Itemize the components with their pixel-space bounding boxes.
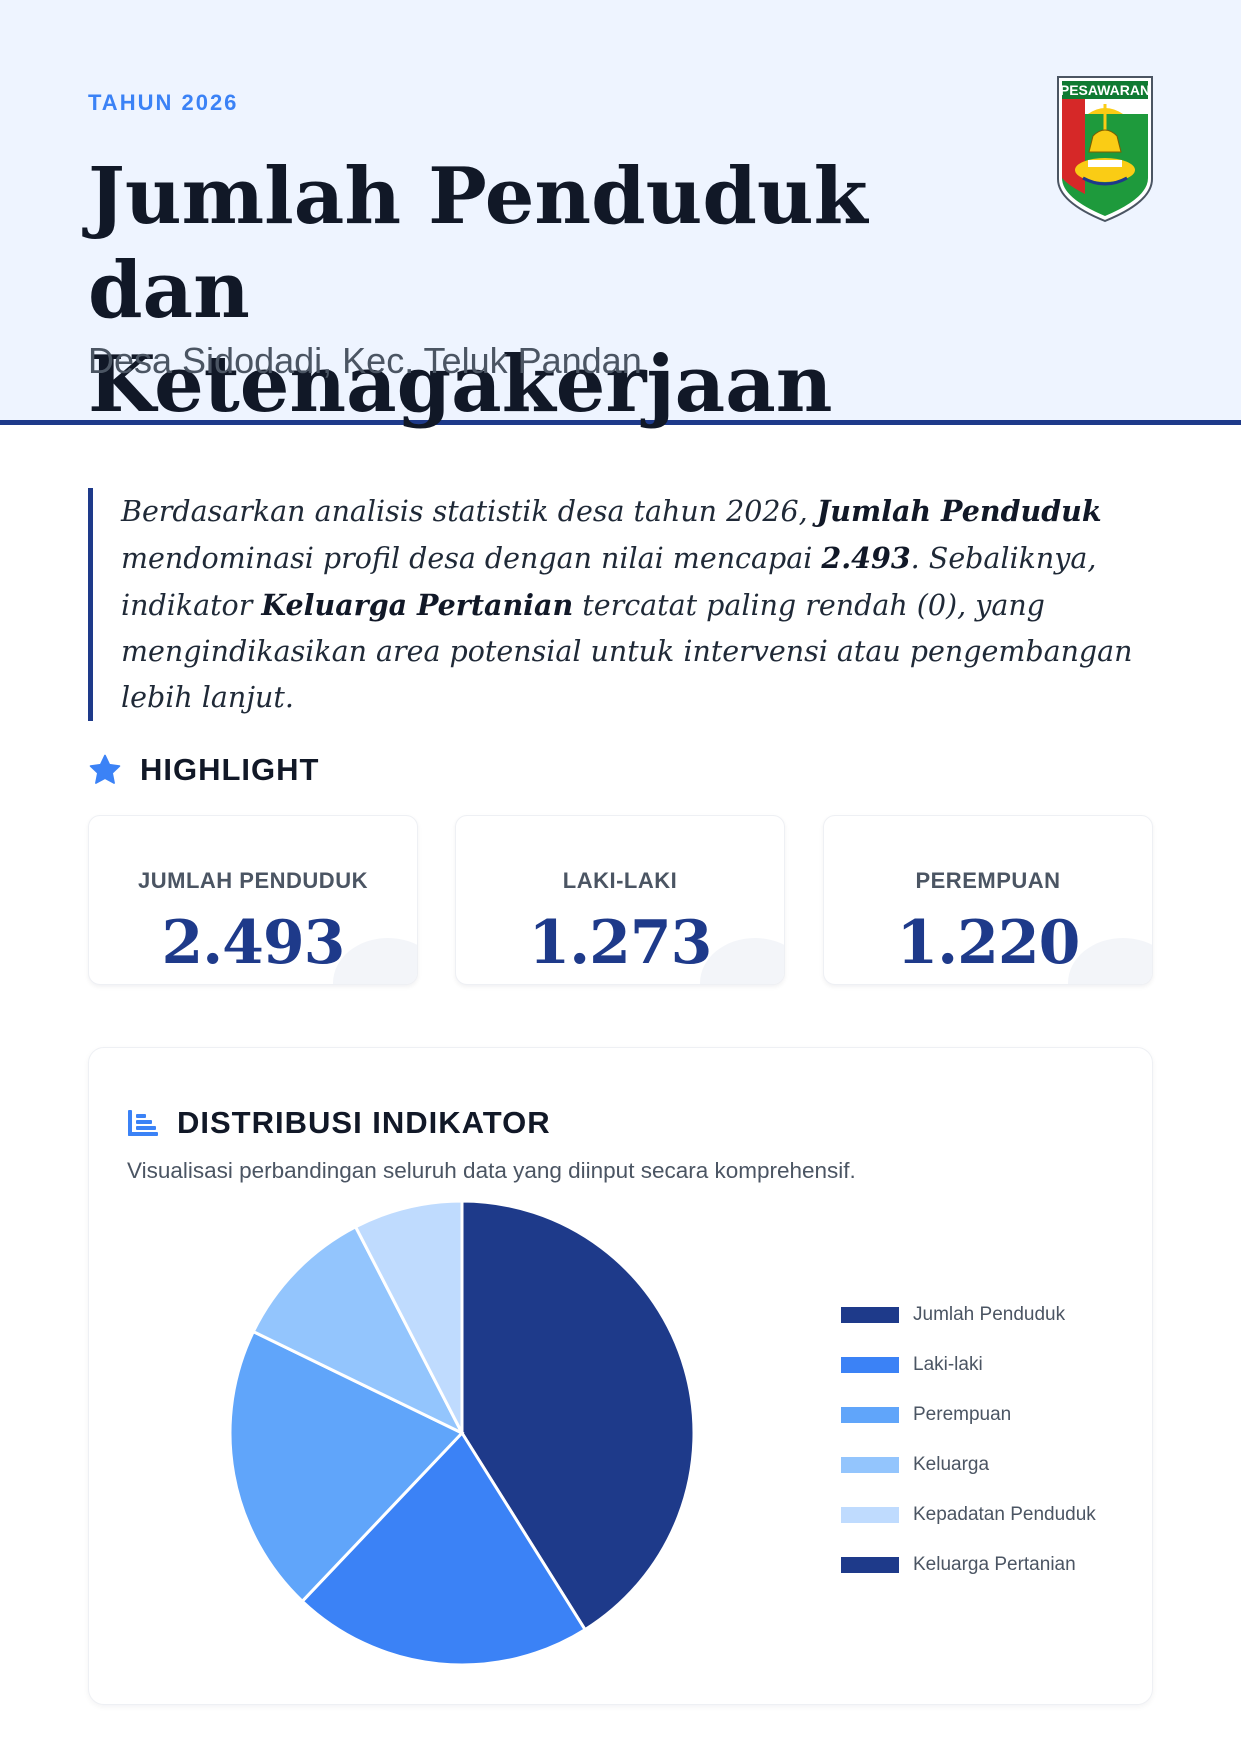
stat-label: LAKI-LAKI [562, 868, 678, 893]
stat-value: 2.493 [161, 908, 346, 978]
legend-swatch [841, 1557, 899, 1573]
legend-item[interactable]: Jumlah Penduduk [841, 1290, 1096, 1340]
legend-label: Kepadatan Penduduk [913, 1504, 1096, 1525]
legend-swatch [841, 1357, 899, 1373]
pie-chart [228, 1199, 696, 1667]
distribution-heading: DISTRIBUSI INDIKATOR [126, 1105, 551, 1141]
bar-chart-icon [128, 1110, 158, 1136]
pie-slice-kepadatan-penduduk[interactable] [353, 1199, 464, 1434]
summary-text-1: Berdasarkan analisis statistik desa tahu… [121, 495, 817, 528]
logo-text: PESAWARAN [1060, 82, 1150, 98]
title-line-2: dan Ketenagakerjaan [88, 245, 833, 430]
legend-item[interactable]: Keluarga [841, 1440, 1096, 1490]
year-label: TAHUN 2026 [88, 90, 239, 115]
stat-value: 1.273 [528, 908, 713, 978]
stat-label: JUMLAH PENDUDUK [138, 868, 368, 893]
distribution-description: Visualisasi perbandingan seluruh data ya… [127, 1158, 856, 1183]
pie-slice-keluarga[interactable] [251, 1224, 466, 1437]
legend-label: Keluarga Pertanian [913, 1554, 1076, 1575]
distribution-title: DISTRIBUSI INDIKATOR [177, 1105, 551, 1140]
chart-legend: Jumlah Penduduk Laki-laki Perempuan Keluarg… [841, 1290, 1096, 1590]
summary-text-3: . Sebaliknya, indikator [121, 542, 1097, 622]
legend-swatch [841, 1507, 899, 1523]
highlight-heading: HIGHLIGHT [88, 752, 320, 788]
legend-label: Jumlah Penduduk [913, 1304, 1066, 1325]
star-icon [89, 754, 121, 784]
summary-paragraph: Berdasarkan analisis statistik desa tahu… [88, 488, 1158, 721]
highlight-cards: JUMLAH PENDUDUK 2.493 LAKI-LAKI 1.273 PE… [88, 815, 1153, 985]
stat-card-laki-laki: LAKI-LAKI 1.273 [455, 815, 785, 985]
stat-card-jumlah-penduduk: JUMLAH PENDUDUK 2.493 [88, 815, 418, 985]
page-subtitle: Desa Sidodadi, Kec. Teluk Pandan [88, 340, 642, 381]
highlight-title: HIGHLIGHT [140, 752, 320, 787]
pie-slice-jumlah-penduduk[interactable] [460, 1199, 696, 1632]
summary-highlight-max-value: 2.493 [821, 541, 911, 575]
page-title: Jumlah Penduduk dan Ketenagakerjaan [88, 150, 988, 432]
legend-label: Perempuan [913, 1404, 1012, 1425]
summary-text-2: mendominasi profil desa dengan nilai men… [121, 542, 822, 575]
stat-card-perempuan: PEREMPUAN 1.220 [823, 815, 1153, 985]
legend-swatch [841, 1307, 899, 1323]
legend-label: Keluarga [913, 1454, 990, 1475]
header: TAHUN 2026 Jumlah Penduduk dan Ketenagak… [0, 0, 1241, 430]
stat-value: 1.220 [896, 908, 1081, 978]
summary-highlight-max-indicator: Jumlah Penduduk [816, 494, 1102, 528]
stat-label: PEREMPUAN [915, 868, 1061, 893]
legend-label: Laki-laki [913, 1354, 983, 1375]
legend-item[interactable]: Perempuan [841, 1390, 1096, 1440]
summary-text-4: tercatat paling rendah (0), yang mengind… [121, 589, 1133, 714]
legend-item[interactable]: Kepadatan Penduduk [841, 1490, 1096, 1540]
legend-swatch [841, 1407, 899, 1423]
legend-item[interactable]: Keluarga Pertanian [841, 1540, 1096, 1590]
summary-highlight-min-indicator: Keluarga Pertanian [261, 588, 574, 622]
pie-slice-laki-laki[interactable] [300, 1430, 588, 1667]
pesawaran-logo: PESAWARAN [1057, 76, 1153, 223]
title-line-1: Jumlah Penduduk [88, 151, 868, 242]
pie-slice-perempuan[interactable] [228, 1329, 465, 1604]
legend-item[interactable]: Laki-laki [841, 1340, 1096, 1390]
legend-swatch [841, 1457, 899, 1473]
distribution-card: DISTRIBUSI INDIKATOR Visualisasi perband… [88, 1047, 1153, 1705]
